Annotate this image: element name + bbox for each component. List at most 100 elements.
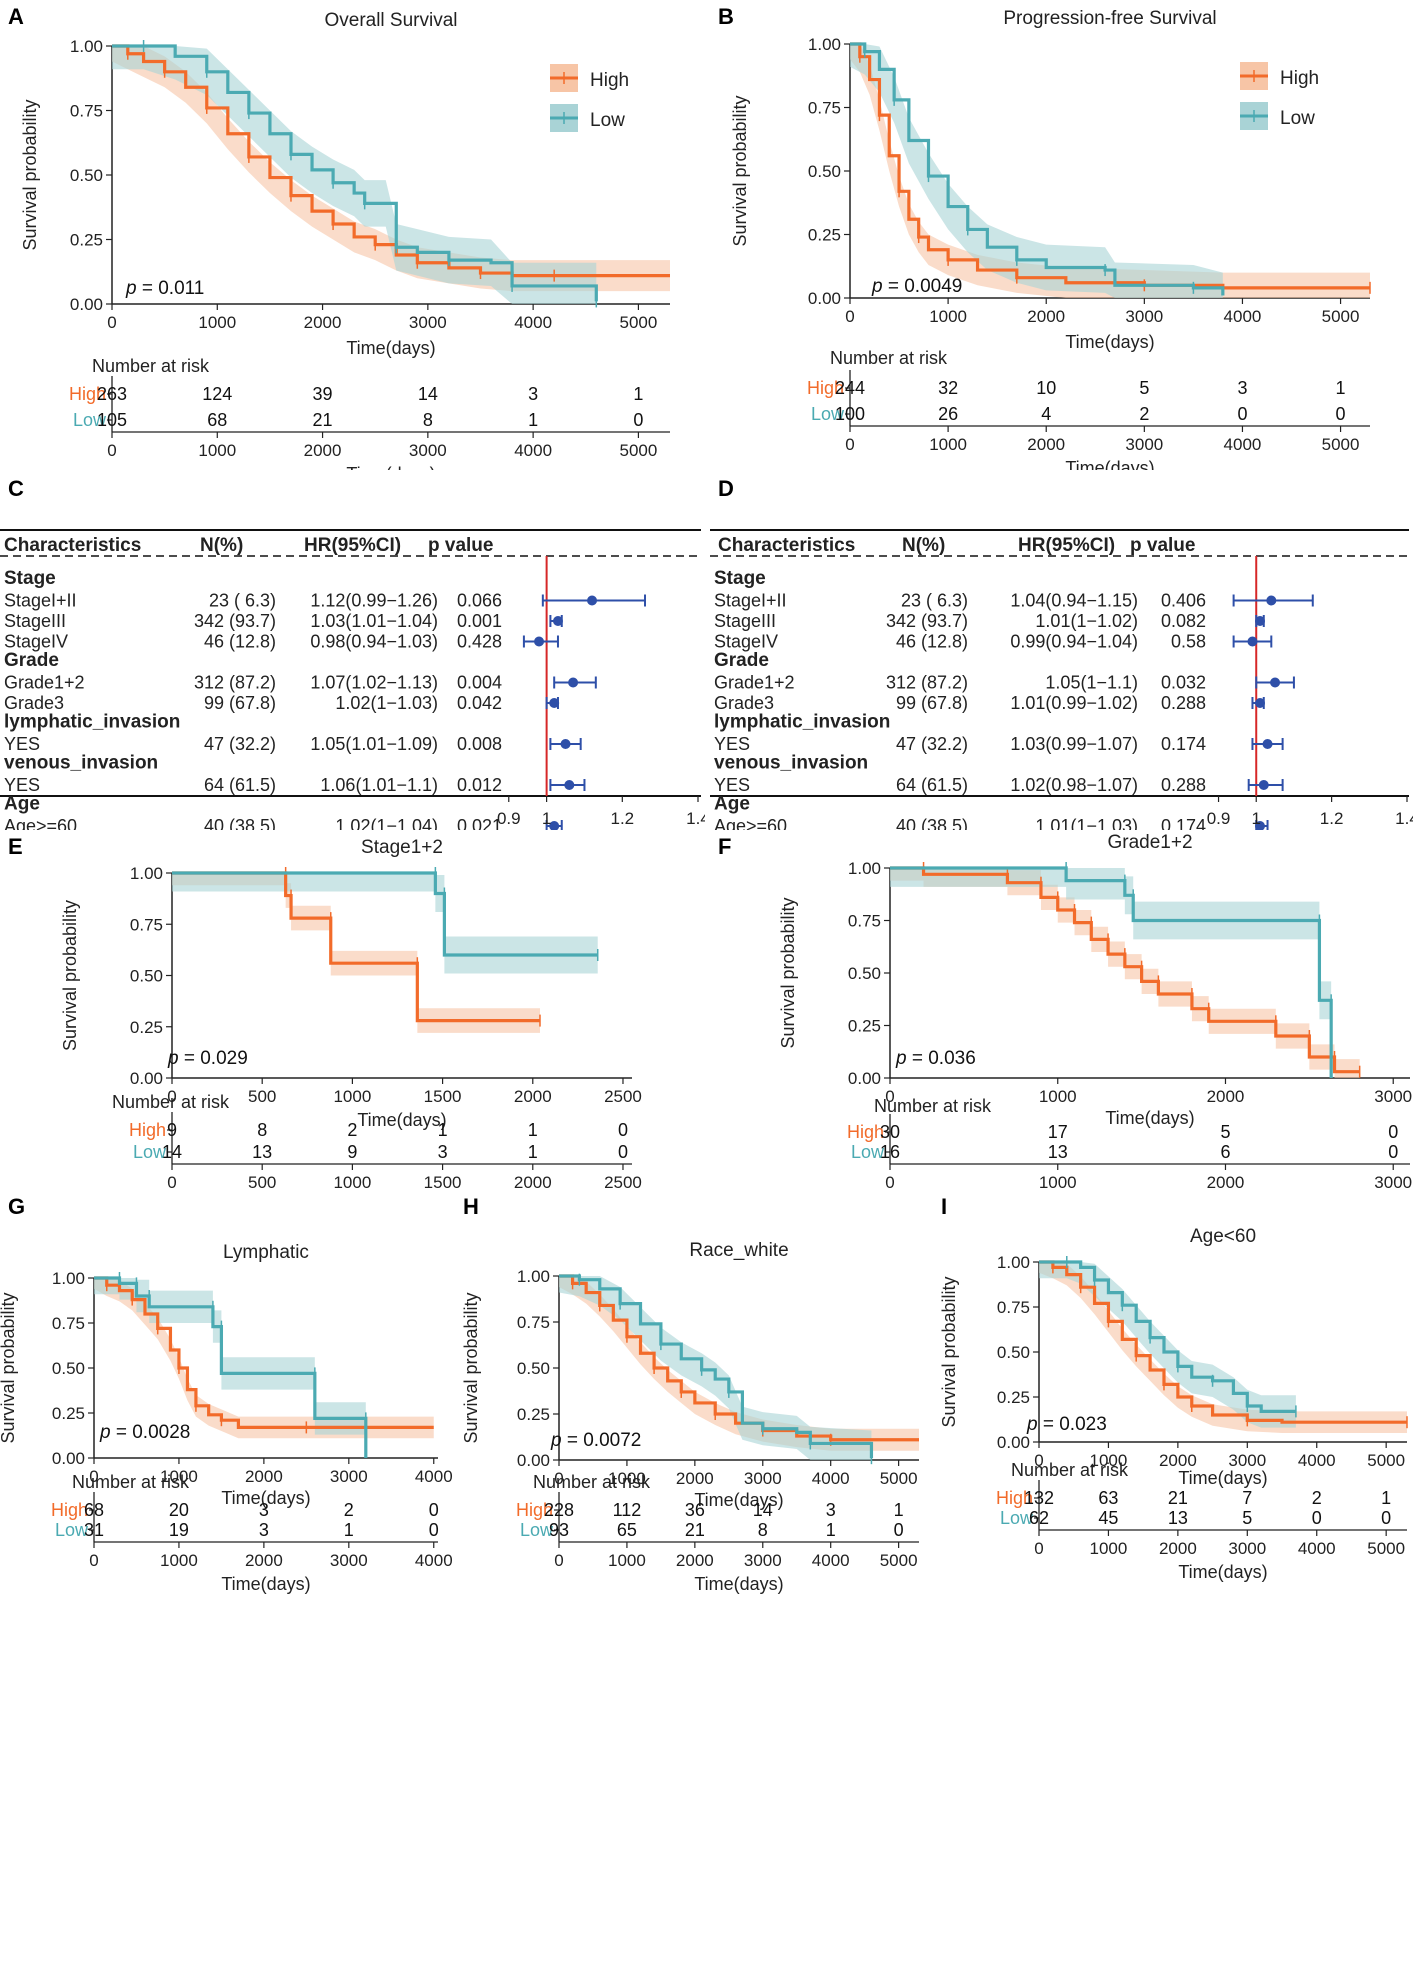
column-header: N(%) [200,535,243,556]
panel-E: E Stage1+2 0.00 0.25 0.50 0.75 1.00 0 500 1000 150… [0,830,700,1190]
row-label: YES [714,775,750,795]
panel-letter: G [8,1194,25,1219]
risk-count: 65 [617,1520,637,1540]
risk-x-tick-label: 3000 [1125,435,1163,454]
risk-count: 39 [313,384,333,404]
risk-count: 112 [613,1500,642,1520]
p-value-label: p = 0.023 [1026,1414,1107,1435]
row-label: YES [4,775,40,795]
x-tick-label: 4000 [1298,1451,1336,1470]
x-tick-label: 3000 [1125,307,1163,326]
risk-x-tick-label: 2000 [514,1173,552,1190]
risk-table-title: Number at risk [92,356,210,376]
risk-count: 3 [1237,378,1247,398]
risk-x-tick-label: 0 [554,1551,563,1570]
p-symbol: p [167,1048,184,1069]
row-p: 0.288 [1161,775,1206,795]
row-label: Age>=60 [714,816,787,830]
row-n: 312 (87.2) [194,673,276,693]
risk-x-tick-label: 3000 [409,441,447,460]
y-tick-label: 0.50 [52,1359,85,1378]
survival-line-high [172,871,540,1023]
risk-table-title: Number at risk [874,1096,992,1116]
risk-x-tick-label: 1000 [198,441,236,460]
risk-table-title: Number at risk [830,348,948,368]
x-tick-label: 0 [845,307,854,326]
panel-A: A Overall Survival 0.00 0.25 0.50 0.75 1.00 0 10… [0,0,700,470]
x-tick-label: 2000 [1159,1451,1197,1470]
risk-count: 124 [202,384,232,404]
y-tick-label: 0.00 [808,289,841,308]
x-tick-label: 2000 [304,313,342,332]
row-p: 0.58 [1171,632,1206,652]
group-label: Stage [4,568,56,589]
row-n: 342 (93.7) [194,611,276,631]
forest-x-tick-label: 1.2 [610,809,634,828]
group-label: lymphatic_invasion [4,712,180,733]
risk-count: 3 [259,1500,269,1520]
p-value: = 0.011 [142,278,205,299]
risk-count: 3 [438,1142,448,1162]
chart-title: Age<60 [1190,1226,1256,1247]
column-header: N(%) [902,535,945,556]
x-tick-label: 1000 [608,1469,646,1488]
group-label: Grade [4,650,59,671]
p-symbol: p [550,1430,567,1451]
x-tick-label: 5000 [1367,1451,1405,1470]
group-label: Stage [714,568,766,589]
row-hr: 1.02(1−1.04) [335,816,438,830]
hr-point [564,780,575,790]
y-tick-label: 0.00 [517,1451,550,1470]
x-tick-label: 2000 [1207,1087,1245,1106]
column-header: Characteristics [4,535,141,556]
row-p: 0.021 [457,816,502,830]
row-label: YES [714,734,750,754]
hr-point [560,739,571,749]
y-tick-label: 0.50 [130,967,163,986]
risk-count: 68 [84,1500,104,1520]
p-symbol: p [99,1422,116,1443]
x-axis-label: Time(days) [346,338,435,358]
risk-x-tick-label: 0 [107,441,116,460]
row-hr: 0.98(0.94−1.03) [310,632,438,652]
y-tick-label: 0.50 [848,964,881,983]
risk-count: 3 [528,384,538,404]
risk-x-tick-label: 1000 [608,1551,646,1570]
panel-letter: B [718,4,734,29]
y-tick-label: 0.75 [997,1298,1030,1317]
x-axis-label: Time(days) [1065,332,1154,352]
risk-count: 19 [169,1520,189,1540]
row-n: 23 ( 6.3) [209,591,276,611]
panel-letter: D [718,476,734,501]
row-label: StageI+II [714,591,787,611]
risk-row-label-high: High [996,1488,1033,1508]
p-value: = 0.0028 [116,1422,191,1443]
risk-count: 14 [418,384,438,404]
risk-count: 1 [528,1120,538,1140]
risk-x-tick-label: 5000 [1322,435,1360,454]
risk-count: 0 [1388,1142,1398,1162]
y-tick-label: 0.00 [52,1449,85,1468]
risk-count: 21 [313,410,333,430]
risk-count: 8 [257,1120,267,1140]
risk-row-label-high: High [847,1122,884,1142]
risk-count: 21 [1168,1488,1188,1508]
row-label: Grade1+2 [4,673,85,693]
row-p: 0.008 [457,734,502,754]
x-tick-label: 2000 [1027,307,1065,326]
x-tick-label: 1000 [1039,1087,1077,1106]
panel-letter: I [941,1194,947,1219]
x-tick-label: 3000 [1374,1087,1412,1106]
row-label: Grade1+2 [714,673,795,693]
risk-count: 244 [835,378,865,398]
risk-x-tick-label: 1000 [1039,1173,1077,1190]
y-tick-label: 0.00 [130,1069,163,1088]
survival-line-high [112,44,670,278]
x-tick-label: 1500 [424,1087,462,1106]
risk-x-tick-label: 4000 [514,441,552,460]
row-n: 64 (61.5) [204,775,276,795]
risk-row-label-high: High [129,1120,166,1140]
panel-F-svg: F Grade1+2 0.00 0.25 0.50 0.75 1.00 0 1000 2000 30… [718,832,1412,1190]
